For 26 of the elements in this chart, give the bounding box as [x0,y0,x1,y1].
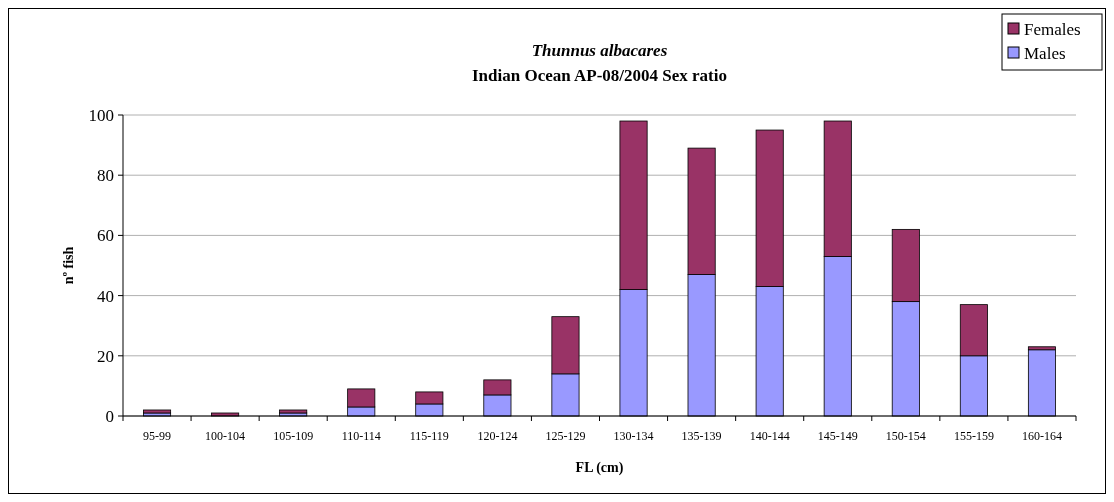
chart-subtitle: Indian Ocean AP-08/2004 Sex ratio [471,66,728,85]
y-tick-label: 100 [88,105,114,125]
x-tick-label: 140-144 [749,429,790,443]
y-axis-title: nº fish [61,246,76,285]
x-tick-label: 145-149 [817,429,858,443]
x-tick-label: 160-164 [1021,429,1062,443]
x-tick-label: 130-134 [613,429,654,443]
x-tick-label: 105-109 [273,429,314,443]
x-tick-label: 155-159 [953,429,994,443]
x-tick-label: 125-129 [545,429,586,443]
x-tick-label: 115-119 [409,429,449,443]
y-tick-label: 20 [97,346,114,366]
x-tick-label: 110-114 [341,429,381,443]
y-tick-label: 0 [105,406,114,426]
chart-title: Thunnus albacares [531,41,668,60]
y-tick-label: 60 [97,226,114,246]
legend-label: Females [1024,19,1081,39]
legend-label: Males [1024,43,1066,63]
x-axis-title: FL (cm) [575,460,624,476]
y-tick-label: 80 [97,166,114,186]
x-tick-label: 150-154 [885,429,926,443]
y-tick-label: 40 [97,286,114,306]
x-tick-label: 135-139 [681,429,722,443]
x-tick-label: 100-104 [205,429,246,443]
x-tick-label: 120-124 [477,429,518,443]
x-tick-label: 95-99 [143,429,172,443]
